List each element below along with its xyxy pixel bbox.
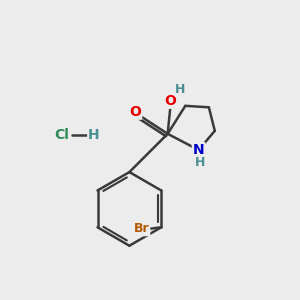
Text: H: H bbox=[175, 82, 185, 95]
Text: O: O bbox=[165, 94, 176, 108]
Text: H: H bbox=[88, 128, 100, 142]
Text: Br: Br bbox=[134, 222, 149, 235]
Text: H: H bbox=[195, 156, 205, 169]
Text: N: N bbox=[193, 143, 204, 157]
Text: O: O bbox=[129, 105, 141, 119]
Text: Cl: Cl bbox=[54, 128, 69, 142]
